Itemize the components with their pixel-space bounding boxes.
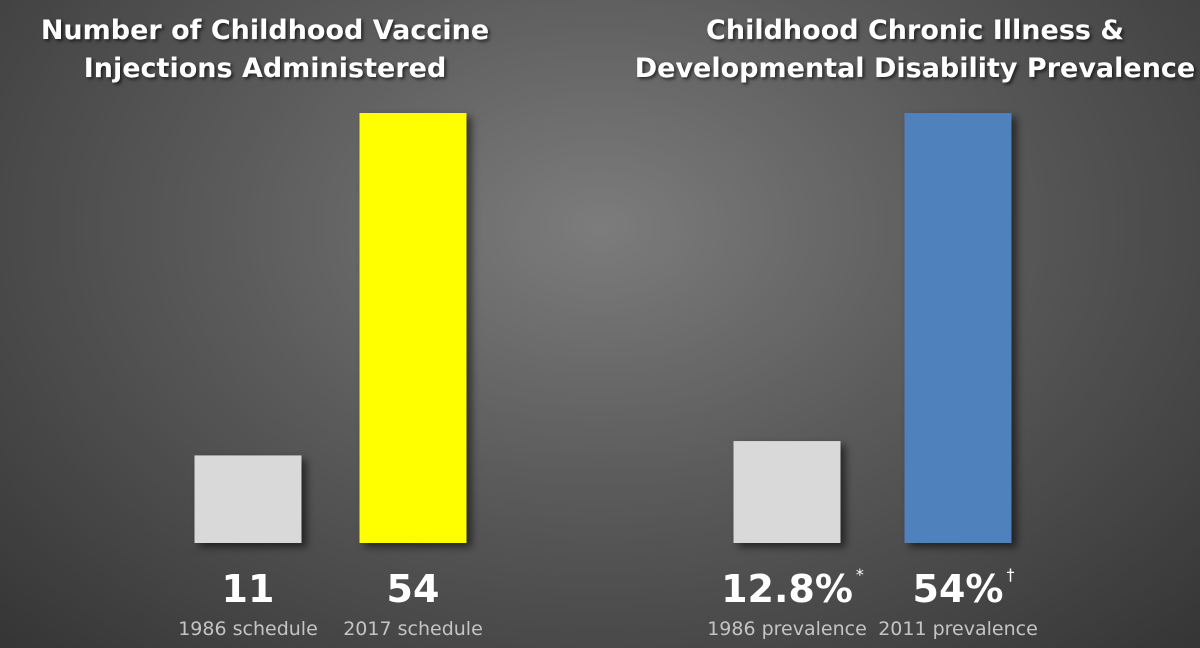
bar	[733, 441, 841, 543]
x-tick-label: 1986 schedule	[178, 618, 318, 640]
chart-title: Childhood Chronic Illness & Developmenta…	[634, 15, 1196, 84]
bar	[194, 455, 302, 543]
x-tick-label: 1986 prevalence	[707, 618, 867, 640]
value-label: 12.8%	[721, 567, 853, 611]
bar	[904, 113, 1012, 543]
chart-title: Number of Childhood Vaccine Injections A…	[40, 15, 490, 84]
footnote-mark: *	[856, 565, 864, 584]
value-label: 11	[222, 567, 275, 611]
value-label: 54%	[913, 567, 1004, 611]
footnote-mark: †	[1006, 565, 1014, 584]
x-tick-label: 2017 schedule	[343, 618, 483, 640]
x-tick-label: 2011 prevalence	[878, 618, 1038, 640]
bar	[359, 113, 467, 543]
value-label: 54	[387, 567, 440, 611]
